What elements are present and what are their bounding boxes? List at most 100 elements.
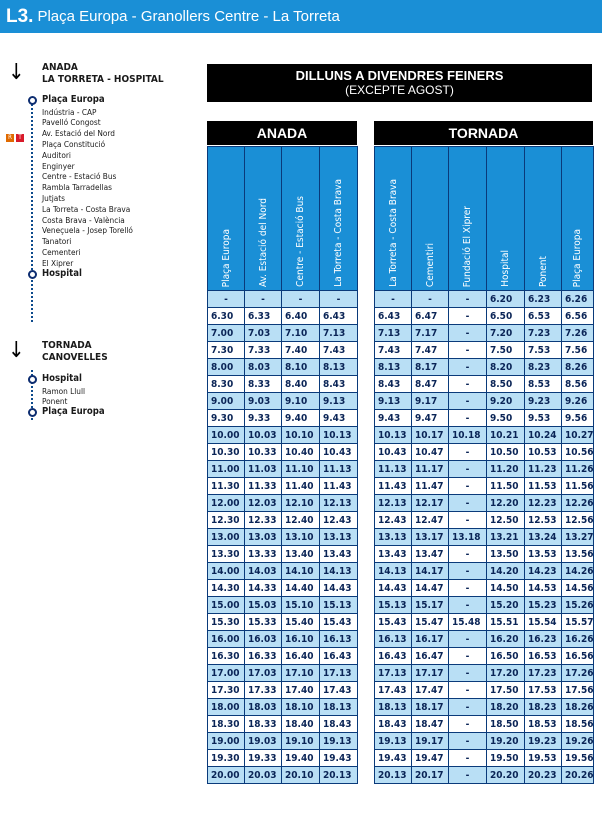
anada-subtitle: LA TORRETA - HOSPITAL: [42, 74, 164, 85]
time-cell: 16.13: [319, 630, 358, 648]
time-cell: -: [448, 562, 487, 580]
time-cell: 11.03: [244, 460, 282, 478]
stop-anada-av-estacio-del-nord: Av. Estació del Nord: [42, 128, 115, 139]
down-arrow-icon-anada: ↓: [8, 60, 25, 85]
anada-timetable: Plaça Europa Av. Estació del Nord Centre -…: [207, 146, 358, 784]
time-cell: 11.26: [560, 460, 595, 478]
table-row: 7.13 7.17-7.20 7.23 7.26: [374, 324, 595, 342]
time-cell: 16.00: [207, 630, 245, 648]
table-row: 14.13 14.17-14.20 14.23 14.26: [374, 562, 595, 580]
time-cell: 16.26: [560, 630, 595, 648]
time-cell: 13.50: [486, 545, 525, 563]
tornada-column-header: La Torreta - Costa Brava: [374, 146, 412, 291]
time-cell: 6.40: [281, 307, 320, 325]
table-row: 13.30 13.33 13.40 13.43: [207, 545, 358, 563]
time-cell: 9.20: [486, 392, 525, 410]
time-cell: -: [448, 375, 487, 393]
time-cell: 13.47: [411, 545, 449, 563]
tornada-header-label: TORNADA: [448, 125, 519, 141]
tornada-header: TORNADA: [374, 121, 593, 145]
time-cell: 10.50: [486, 443, 525, 461]
time-cell: 20.26: [560, 766, 595, 784]
time-cell: 15.33: [244, 613, 282, 631]
time-cell: 8.33: [244, 375, 282, 393]
time-cell: 14.43: [319, 579, 358, 597]
table-row: 11.30 11.33 11.40 11.43: [207, 477, 358, 495]
time-cell: 17.33: [244, 681, 282, 699]
time-cell: 7.53: [524, 341, 562, 359]
table-row: 10.43 10.47-10.50 10.53 10.56: [374, 443, 595, 461]
time-cell: 8.43: [374, 375, 412, 393]
table-row: - - -6.20 6.23 6.26: [374, 290, 595, 308]
time-cell: 14.13: [374, 562, 412, 580]
time-cell: 6.26: [560, 290, 595, 308]
time-cell: 14.30: [207, 579, 245, 597]
tornada-column-header: Hospital: [486, 146, 525, 291]
time-cell: 7.03: [244, 324, 282, 342]
time-cell: 19.13: [319, 732, 358, 750]
time-cell: 16.53: [524, 647, 562, 665]
time-cell: 17.26: [560, 664, 595, 682]
table-row: 11.43 11.47-11.50 11.53 11.56: [374, 477, 595, 495]
tornada-column-headers: La Torreta - Costa Brava Cementiri Fundaci…: [374, 146, 595, 291]
time-cell: 13.27: [560, 528, 595, 546]
time-cell: 11.13: [374, 460, 412, 478]
time-cell: 7.30: [207, 341, 245, 359]
time-cell: 11.50: [486, 477, 525, 495]
time-cell: 10.40: [281, 443, 320, 461]
time-cell: 7.00: [207, 324, 245, 342]
time-cell: 10.21: [486, 426, 525, 444]
time-cell: 13.40: [281, 545, 320, 563]
time-cell: -: [448, 766, 487, 784]
time-cell: 9.43: [374, 409, 412, 427]
table-row: 9.30 9.33 9.40 9.43: [207, 409, 358, 427]
table-row: 18.13 18.17-18.20 18.23 18.26: [374, 698, 595, 716]
time-cell: 13.33: [244, 545, 282, 563]
table-row: 6.30 6.33 6.40 6.43: [207, 307, 358, 325]
time-cell: 9.43: [319, 409, 358, 427]
time-cell: 15.47: [411, 613, 449, 631]
time-cell: 8.47: [411, 375, 449, 393]
time-cell: 17.00: [207, 664, 245, 682]
table-row: 19.43 19.47-19.50 19.53 19.56: [374, 749, 595, 767]
time-cell: 8.53: [524, 375, 562, 393]
time-cell: 15.54: [524, 613, 562, 631]
time-cell: 15.10: [281, 596, 320, 614]
time-cell: 16.23: [524, 630, 562, 648]
time-cell: -: [448, 477, 487, 495]
time-cell: 18.10: [281, 698, 320, 716]
time-cell: 8.20: [486, 358, 525, 376]
time-cell: 13.00: [207, 528, 245, 546]
table-row: 11.13 11.17-11.20 11.23 11.26: [374, 460, 595, 478]
tornada-column-header: Cementiri: [411, 146, 449, 291]
time-cell: 10.33: [244, 443, 282, 461]
stop-anada-auditori: Auditori: [42, 149, 71, 160]
time-cell: 17.40: [281, 681, 320, 699]
time-cell: 12.50: [486, 511, 525, 529]
time-cell: -: [374, 290, 412, 308]
time-cell: 14.47: [411, 579, 449, 597]
time-cell: 11.33: [244, 477, 282, 495]
time-cell: 7.17: [411, 324, 449, 342]
table-row: 15.00 15.03 15.10 15.13: [207, 596, 358, 614]
time-cell: -: [448, 664, 487, 682]
stop-anada-la-torreta-costa-brava: La Torreta - Costa Brava: [42, 203, 131, 214]
time-cell: 8.50: [486, 375, 525, 393]
time-cell: 12.10: [281, 494, 320, 512]
time-cell: 13.53: [524, 545, 562, 563]
days-header: DILLUNS A DIVENDRES FEINERS (EXCEPTE AGO…: [207, 64, 592, 102]
time-cell: 11.13: [319, 460, 358, 478]
time-cell: 15.30: [207, 613, 245, 631]
column-header-label: La Torreta - Costa Brava: [387, 179, 399, 287]
time-cell: 10.17: [411, 426, 449, 444]
time-cell: 12.43: [319, 511, 358, 529]
stop-anada-hospital: Hospital: [42, 267, 82, 279]
stop-anada-pavello-congost: Pavelló Congost: [42, 117, 101, 128]
table-row: 13.00 13.03 13.10 13.13: [207, 528, 358, 546]
time-cell: 9.17: [411, 392, 449, 410]
column-header-label: Av. Estació del Nord: [257, 197, 269, 287]
time-cell: 12.43: [374, 511, 412, 529]
time-cell: -: [448, 511, 487, 529]
stop-anada-rambla-tarradellas: Rambla Tarradellas: [42, 182, 112, 193]
time-cell: 19.26: [560, 732, 595, 750]
